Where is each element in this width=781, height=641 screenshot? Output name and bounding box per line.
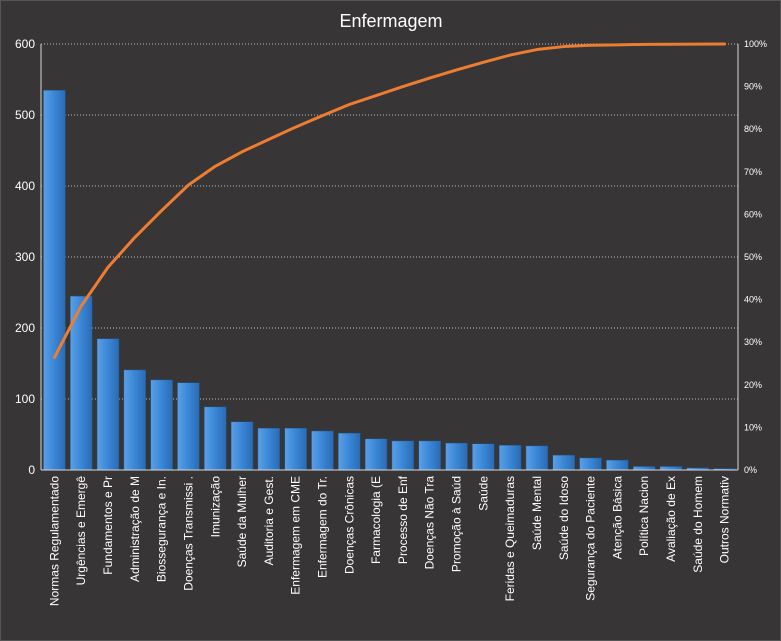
- y-tick-label: 100: [15, 392, 35, 406]
- x-tick-label: Saúde: [476, 476, 490, 511]
- bar: [632, 466, 656, 471]
- x-tick-label: Normas Regulamentado: [47, 476, 61, 606]
- y2-tick-label: 90%: [744, 82, 762, 92]
- bar: [284, 427, 307, 471]
- bar: [418, 440, 441, 471]
- x-tick-label: Urgências e Emergê: [74, 476, 88, 586]
- x-tick-label: Auditoria e Gest.: [262, 476, 276, 565]
- bar: [257, 427, 281, 471]
- bar: [230, 421, 254, 471]
- bar: [96, 338, 120, 471]
- y2-tick-label: 50%: [744, 252, 762, 262]
- x-tick-label: Imunização: [208, 476, 222, 538]
- bar: [606, 459, 629, 471]
- bar: [204, 406, 227, 471]
- x-tick-label: Biossegurança e In.: [155, 476, 169, 582]
- x-tick-label: Doenças Não Tra: [423, 476, 437, 570]
- cumulative-line: [52, 42, 727, 360]
- x-tick-label: Outros Normativ: [718, 476, 732, 563]
- x-tick-label: Política Nacion: [637, 476, 651, 556]
- chart-title: Enfermagem: [339, 11, 442, 31]
- y-tick-label: 300: [15, 250, 35, 264]
- x-tick-label: Doenças Crônicas: [342, 476, 356, 574]
- bar-series: [43, 89, 736, 471]
- y-axis-left: 0 100 200 300 400 500 600: [15, 37, 42, 477]
- y2-tick-label: 30%: [744, 337, 762, 347]
- x-tick-label: Doenças Transmissi .: [181, 476, 195, 591]
- x-tick-label: Processo de Enf: [396, 475, 410, 564]
- bar: [43, 89, 66, 471]
- y2-tick-label: 20%: [744, 380, 762, 390]
- y2-tick-label: 70%: [744, 167, 762, 177]
- bar: [525, 445, 549, 471]
- y2-tick-label: 100%: [744, 39, 767, 49]
- y-tick-label: 500: [15, 108, 35, 122]
- bar: [391, 440, 415, 471]
- bar: [552, 454, 575, 471]
- x-tick-label: Saúde da Mulher: [235, 476, 249, 567]
- bar: [659, 466, 683, 471]
- x-tick-label: Segurança do Paciente: [584, 476, 598, 601]
- x-tick-label: Saúde do Idoso: [557, 476, 571, 560]
- bar: [338, 432, 361, 471]
- bar: [498, 444, 522, 471]
- y2-tick-label: 40%: [744, 295, 762, 305]
- x-tick-label: Farmacologia (E: [369, 476, 383, 564]
- x-tick-label: Fundamentos e Pr: [101, 476, 115, 575]
- bar: [472, 443, 495, 471]
- cumulative-line-series: [52, 42, 727, 360]
- x-tick-label: Feridas e Queimaduras: [503, 476, 517, 601]
- y2-tick-label: 80%: [744, 124, 762, 134]
- x-tick-label: Avaliação de Ex: [664, 476, 678, 562]
- x-tick-label: Enfermagem em CME: [289, 476, 303, 595]
- gridlines: [41, 43, 738, 400]
- y-tick-label: 200: [15, 321, 35, 335]
- y2-tick-label: 10%: [744, 422, 762, 432]
- y-axis-right: 0% 10% 20% 30% 40% 50% 60% 70% 80% 90% 100%: [737, 39, 767, 475]
- x-tick-label: Enfermagem do Tr.: [315, 476, 329, 578]
- x-tick-label: Saúde do Homem: [691, 476, 705, 573]
- y2-tick-label: 0%: [744, 465, 757, 475]
- bar: [150, 379, 173, 471]
- x-tick-label: Promoção à Saúd: [450, 476, 464, 572]
- bar: [311, 430, 334, 471]
- bar: [364, 438, 388, 471]
- x-tick-label: Administração de M: [128, 476, 142, 582]
- y2-tick-label: 60%: [744, 209, 762, 219]
- x-axis: Normas Regulamentado Urgências e Emergê Fu…: [41, 469, 738, 606]
- y-tick-label: 600: [15, 37, 35, 51]
- x-tick-label: Saúde Mental: [530, 476, 544, 550]
- y-tick-label: 400: [15, 179, 35, 193]
- bar: [177, 382, 200, 471]
- bar: [579, 457, 602, 471]
- bar: [445, 442, 468, 471]
- y-tick-label: 0: [28, 463, 35, 477]
- x-tick-label: Atenção Básica: [610, 476, 624, 560]
- bar: [123, 369, 147, 471]
